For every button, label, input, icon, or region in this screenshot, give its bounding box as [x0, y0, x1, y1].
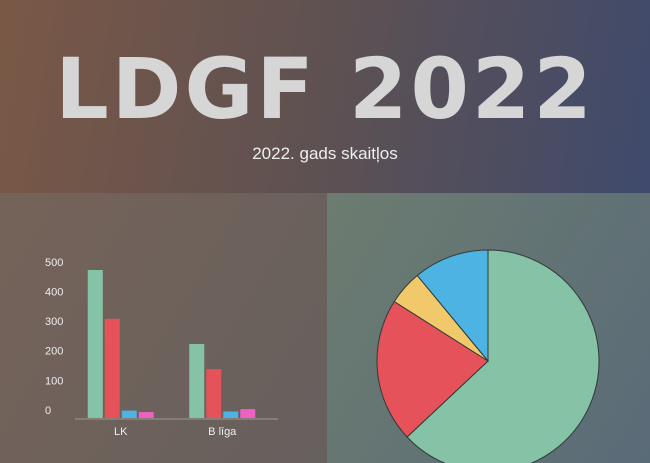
- y-tick-label: 500: [45, 257, 63, 269]
- y-tick-label: 100: [45, 375, 63, 387]
- bar: [138, 412, 154, 418]
- y-tick-label: 300: [45, 316, 63, 328]
- bar: [121, 410, 137, 418]
- bar: [87, 270, 103, 418]
- x-tick-label: B līga: [208, 426, 237, 438]
- bar: [104, 318, 120, 418]
- header: LDGF 2022 2022. gads skaitļos: [0, 0, 650, 193]
- bar: [206, 369, 222, 418]
- y-tick-label: 400: [45, 287, 63, 299]
- y-tick-label: 0: [45, 405, 51, 417]
- bar: [189, 344, 205, 418]
- page-subtitle: 2022. gads skaitļos: [252, 144, 398, 163]
- pie-slice: [406, 249, 600, 463]
- pie-slice: [416, 249, 489, 363]
- pie-slice: [376, 300, 489, 438]
- y-tick-label: 200: [45, 346, 63, 358]
- page-title: LDGF 2022: [55, 40, 595, 138]
- bar-panel: [0, 193, 327, 463]
- bar: [240, 409, 256, 418]
- bar: [223, 411, 239, 418]
- x-tick-label: LK: [114, 426, 128, 438]
